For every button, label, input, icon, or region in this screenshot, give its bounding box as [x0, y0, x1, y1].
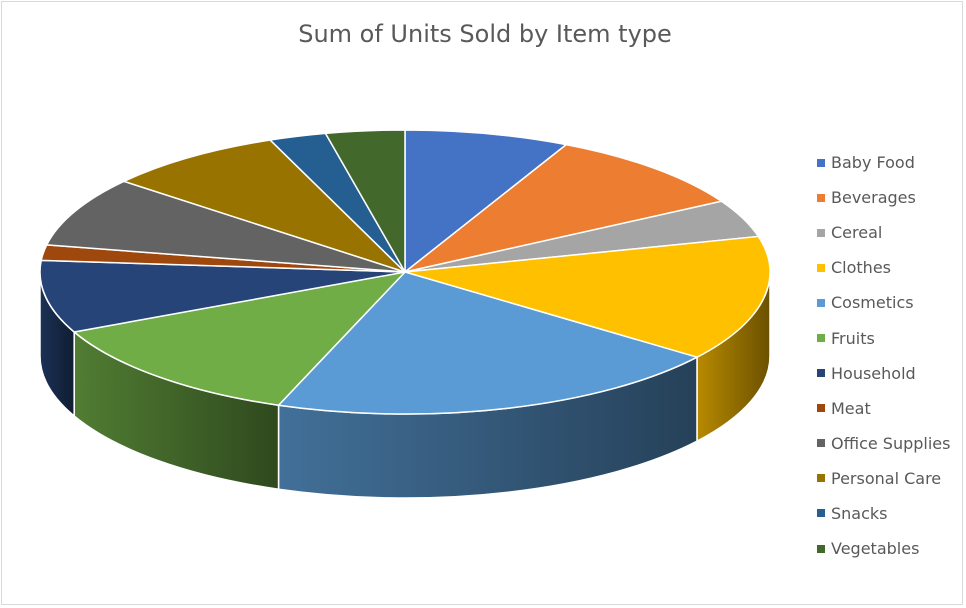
legend-swatch	[817, 369, 825, 378]
slice-baby-food	[404, 129, 567, 273]
legend-item-cereal: Cereal	[817, 215, 950, 250]
legend: Baby Food Beverages Cereal Clothes Cosmetics…	[817, 145, 950, 566]
slice-clothes	[404, 235, 771, 358]
legend-item-fruits: Fruits	[817, 320, 950, 355]
legend-item-household: Household	[817, 356, 950, 391]
chart-title: Sum of Units Sold by Item type	[298, 20, 672, 48]
legend-item-clothes: Clothes	[817, 250, 950, 285]
slice-office-supplies	[45, 180, 406, 273]
legend-swatch	[817, 334, 825, 343]
legend-item-beverages: Beverages	[817, 180, 950, 215]
legend-label: Cosmetics	[831, 293, 914, 313]
legend-item-baby-food: Baby Food	[817, 145, 950, 180]
slice-vegetables	[324, 129, 406, 273]
legend-swatch	[817, 158, 825, 167]
legend-swatch	[817, 228, 825, 237]
legend-swatch	[817, 439, 825, 448]
legend-swatch	[817, 404, 825, 413]
legend-item-vegetables: Vegetables	[817, 531, 950, 566]
legend-label: Meat	[831, 398, 871, 418]
slice-household	[39, 259, 406, 333]
legend-item-snacks: Snacks	[817, 496, 950, 531]
legend-item-office-supplies: Office Supplies	[817, 426, 950, 461]
legend-label: Fruits	[831, 328, 875, 348]
legend-label: Baby Food	[831, 153, 915, 173]
legend-swatch	[817, 298, 825, 307]
legend-label: Clothes	[831, 258, 891, 278]
legend-swatch	[817, 509, 825, 518]
legend-swatch	[817, 193, 825, 202]
legend-item-cosmetics: Cosmetics	[817, 285, 950, 320]
legend-swatch	[817, 263, 825, 272]
legend-item-personal-care: Personal Care	[817, 461, 950, 496]
legend-label: Beverages	[831, 188, 916, 208]
legend-label: Vegetables	[831, 539, 920, 559]
legend-label: Personal Care	[831, 468, 942, 488]
slice-fruits	[73, 271, 406, 406]
slice-cosmetics	[277, 271, 698, 415]
legend-label: Snacks	[831, 503, 888, 523]
legend-swatch	[817, 544, 825, 553]
legend-label: Cereal	[831, 223, 883, 243]
legend-label: Office Supplies	[831, 433, 951, 453]
legend-swatch	[817, 474, 825, 483]
slice-personal-care	[123, 139, 406, 273]
legend-item-meat: Meat	[817, 391, 950, 426]
legend-label: Household	[831, 363, 916, 383]
slice-beverages	[404, 143, 723, 273]
